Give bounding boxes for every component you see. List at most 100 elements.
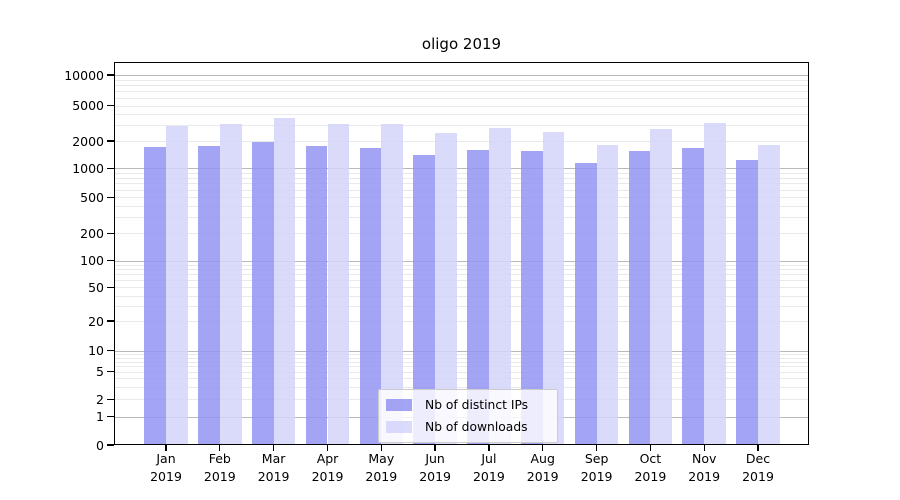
gridline-major xyxy=(114,168,809,170)
gridline-minor xyxy=(114,264,809,266)
y-tick-label: 10000 xyxy=(64,67,104,83)
x-tick-mark xyxy=(165,445,167,451)
bar-ips-dec xyxy=(736,160,758,445)
legend: Nb of distinct IPs Nb of downloads xyxy=(378,389,558,443)
y-tick-label: 200 xyxy=(80,225,104,241)
plot-area: Nb of distinct IPs Nb of downloads xyxy=(114,62,809,445)
bar-downloads-nov xyxy=(704,122,726,445)
y-tick-mark xyxy=(107,320,114,322)
y-tick-mark xyxy=(107,371,114,373)
x-tick-mark xyxy=(380,445,382,451)
y-tick-mark xyxy=(107,350,114,352)
bar-ips-sep xyxy=(574,162,597,445)
x-tick-label: Jul 2019 xyxy=(472,451,505,484)
gridline-minor xyxy=(114,366,809,368)
bar-downloads-aug xyxy=(542,132,565,445)
gridline-minor xyxy=(114,189,809,191)
bar-downloads-oct xyxy=(650,129,673,445)
x-tick-mark xyxy=(595,445,598,451)
bar-ips-nov xyxy=(682,147,705,445)
y-tick-mark xyxy=(107,260,114,262)
y-tick-mark xyxy=(107,416,114,418)
gridline-minor xyxy=(114,274,809,276)
gridline-minor xyxy=(114,378,809,380)
gridline-minor xyxy=(114,361,809,363)
gridline-minor xyxy=(114,125,809,127)
chart-title: oligo 2019 xyxy=(421,35,502,53)
x-tick-mark xyxy=(326,445,329,451)
bar-downloads-apr xyxy=(327,123,350,445)
y-tick-label: 100 xyxy=(80,253,104,269)
x-tick-mark xyxy=(219,445,221,451)
y-tick-mark xyxy=(107,74,114,76)
gridline-major xyxy=(114,75,809,76)
bar-downloads-jun xyxy=(435,133,457,445)
gridline-minor xyxy=(114,105,809,107)
x-tick-label: Sep 2019 xyxy=(580,451,613,484)
x-tick-mark xyxy=(488,445,490,451)
gridline-minor xyxy=(114,269,809,271)
x-tick-label: Oct 2019 xyxy=(634,451,667,484)
x-tick-label: Jun 2019 xyxy=(419,451,451,484)
y-tick-mark xyxy=(107,196,114,198)
legend-item-downloads: Nb of downloads xyxy=(386,418,549,436)
gridline-minor xyxy=(114,197,809,199)
y-tick-mark xyxy=(107,444,114,446)
bar-downloads-sep xyxy=(596,144,619,445)
y-tick-label: 2000 xyxy=(72,133,104,149)
bar-downloads-dec xyxy=(758,145,780,445)
x-tick-label: Nov 2019 xyxy=(688,451,721,484)
x-tick-label: Feb 2019 xyxy=(203,451,236,484)
gridline-minor xyxy=(114,371,809,373)
gridline-minor xyxy=(114,357,809,359)
gridline-minor xyxy=(114,295,809,297)
bar-downloads-jul xyxy=(488,127,511,445)
gridline-minor xyxy=(114,183,809,185)
bar-ips-jun xyxy=(413,155,436,445)
x-tick-mark xyxy=(649,445,652,451)
x-tick-mark xyxy=(757,445,759,451)
x-tick-mark xyxy=(542,445,544,451)
y-tick-mark xyxy=(107,286,114,288)
y-tick-mark xyxy=(107,105,114,107)
legend-item-distinct-ips: Nb of distinct IPs xyxy=(386,396,549,414)
bar-ips-aug xyxy=(520,151,543,445)
gridline-minor xyxy=(114,141,809,142)
legend-label-downloads: Nb of downloads xyxy=(425,420,528,434)
y-tick-label: 500 xyxy=(80,189,104,205)
bar-ips-may xyxy=(359,147,382,445)
x-tick-label: Aug 2019 xyxy=(526,451,559,484)
gridline-minor xyxy=(114,97,809,99)
x-tick-label: Dec 2019 xyxy=(742,451,774,484)
y-tick-label: 20 xyxy=(88,313,104,329)
gridline-minor xyxy=(114,353,809,355)
gridline-minor xyxy=(114,172,809,174)
gridline-minor xyxy=(114,114,809,116)
legend-swatch-downloads xyxy=(386,421,412,433)
y-tick-mark xyxy=(107,140,114,142)
gridline-minor xyxy=(114,217,809,219)
gridline-minor xyxy=(114,387,809,389)
y-tick-mark xyxy=(107,232,114,234)
y-tick-label: 0 xyxy=(96,437,104,453)
bar-ips-jan xyxy=(144,147,166,445)
bar-downloads-jan xyxy=(166,126,188,445)
x-tick-label: Mar 2019 xyxy=(257,451,290,484)
y-tick-label: 2 xyxy=(96,391,104,407)
legend-swatch-distinct-ips xyxy=(386,399,412,411)
x-tick-mark xyxy=(434,445,436,451)
legend-label-distinct-ips: Nb of distinct IPs xyxy=(425,398,529,412)
gridline-minor xyxy=(114,90,809,92)
gridline-minor xyxy=(114,84,809,86)
y-tick-label: 5000 xyxy=(72,98,104,114)
y-tick-mark xyxy=(107,398,114,400)
x-tick-label: May 2019 xyxy=(365,451,398,484)
bar-ips-apr xyxy=(305,145,328,445)
gridline-minor xyxy=(114,206,809,207)
y-tick-label: 1000 xyxy=(72,160,104,176)
gridline-minor xyxy=(114,321,809,322)
bar-downloads-feb xyxy=(219,123,242,445)
bar-ips-jul xyxy=(467,150,489,445)
y-tick-label: 1 xyxy=(96,409,104,425)
